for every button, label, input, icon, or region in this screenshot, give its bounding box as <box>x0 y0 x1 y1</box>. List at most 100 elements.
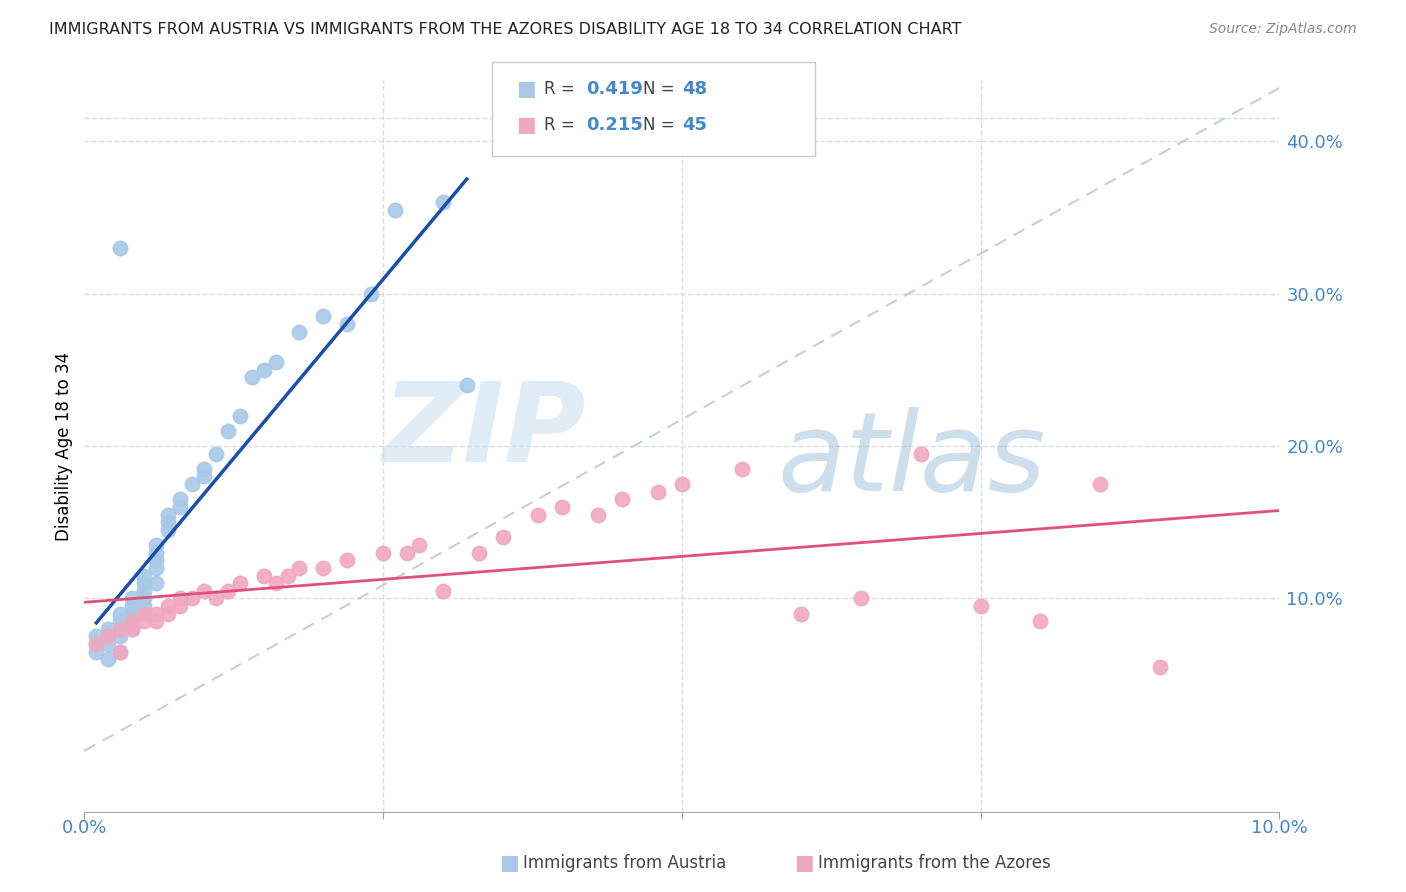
Point <box>157 607 180 621</box>
Text: 0.0%: 0.0% <box>62 820 107 838</box>
Text: 10.0%: 10.0% <box>1251 820 1308 838</box>
Point <box>145 546 167 560</box>
Point <box>193 469 215 483</box>
Point <box>551 500 574 514</box>
Point <box>228 576 252 591</box>
Point <box>145 614 167 628</box>
Point <box>169 599 191 613</box>
Point <box>157 599 180 613</box>
Point <box>169 500 191 514</box>
Text: ZIP: ZIP <box>382 378 586 485</box>
Point <box>336 317 359 331</box>
Text: IMMIGRANTS FROM AUSTRIA VS IMMIGRANTS FROM THE AZORES DISABILITY AGE 18 TO 34 CO: IMMIGRANTS FROM AUSTRIA VS IMMIGRANTS FR… <box>49 22 962 37</box>
Point <box>121 622 143 636</box>
Point <box>1029 614 1052 628</box>
Point <box>110 241 132 255</box>
Point <box>86 637 108 651</box>
Point <box>86 645 108 659</box>
Point <box>132 568 156 582</box>
Text: Source: ZipAtlas.com: Source: ZipAtlas.com <box>1209 22 1357 37</box>
Point <box>86 637 108 651</box>
Point <box>157 508 180 522</box>
Point <box>132 599 156 613</box>
Point <box>97 637 120 651</box>
Text: atlas: atlas <box>778 407 1046 514</box>
Point <box>181 591 204 606</box>
Point <box>193 583 215 598</box>
Point <box>110 622 132 636</box>
Point <box>132 614 156 628</box>
Point <box>432 583 454 598</box>
Point <box>228 409 252 423</box>
Point <box>731 462 754 476</box>
Point <box>121 607 143 621</box>
Text: 48: 48 <box>682 80 707 98</box>
Point <box>157 515 180 529</box>
Point <box>121 591 143 606</box>
Point <box>110 630 132 644</box>
Point <box>360 286 382 301</box>
Text: R =: R = <box>544 116 581 134</box>
Point <box>121 614 143 628</box>
Text: R =: R = <box>544 80 581 98</box>
Point <box>157 523 180 537</box>
Point <box>145 561 167 575</box>
Point <box>492 530 515 544</box>
Point <box>110 622 132 636</box>
Text: ■: ■ <box>499 854 519 873</box>
Point <box>970 599 993 613</box>
Point <box>86 630 108 644</box>
Point <box>288 561 311 575</box>
Text: ■: ■ <box>516 79 536 99</box>
Point <box>253 363 276 377</box>
Point <box>432 195 454 210</box>
Point <box>97 652 120 666</box>
Point <box>110 614 132 628</box>
Point <box>169 492 191 507</box>
Point <box>97 622 120 636</box>
Point <box>396 546 419 560</box>
Point <box>468 546 491 560</box>
Point <box>193 462 215 476</box>
Point <box>181 477 204 491</box>
Point <box>217 583 239 598</box>
Point <box>132 583 156 598</box>
Point <box>647 484 669 499</box>
Text: Immigrants from the Azores: Immigrants from the Azores <box>818 855 1052 872</box>
Point <box>132 591 156 606</box>
Text: ■: ■ <box>516 115 536 135</box>
Point <box>671 477 693 491</box>
Point <box>1090 477 1112 491</box>
Point <box>169 591 191 606</box>
Point <box>132 607 156 621</box>
Point <box>145 576 167 591</box>
Point <box>217 424 239 438</box>
Point <box>588 508 610 522</box>
Point <box>1149 660 1171 674</box>
Point <box>910 447 932 461</box>
Point <box>790 607 813 621</box>
Text: 45: 45 <box>682 116 707 134</box>
Point <box>97 630 120 644</box>
Point <box>288 325 311 339</box>
Point <box>336 553 359 567</box>
Point <box>97 630 120 644</box>
Text: N =: N = <box>643 80 679 98</box>
Point <box>851 591 873 606</box>
Point <box>121 622 143 636</box>
Point <box>253 568 276 582</box>
Point <box>373 546 395 560</box>
Point <box>384 202 406 217</box>
Text: Immigrants from Austria: Immigrants from Austria <box>523 855 727 872</box>
Point <box>145 607 167 621</box>
Point <box>312 561 335 575</box>
Point <box>205 447 228 461</box>
Text: ■: ■ <box>794 854 814 873</box>
Y-axis label: Disability Age 18 to 34: Disability Age 18 to 34 <box>55 351 73 541</box>
Point <box>312 310 335 324</box>
Point <box>408 538 430 552</box>
Point <box>132 576 156 591</box>
Point <box>145 553 167 567</box>
Point <box>110 645 132 659</box>
Point <box>277 568 299 582</box>
